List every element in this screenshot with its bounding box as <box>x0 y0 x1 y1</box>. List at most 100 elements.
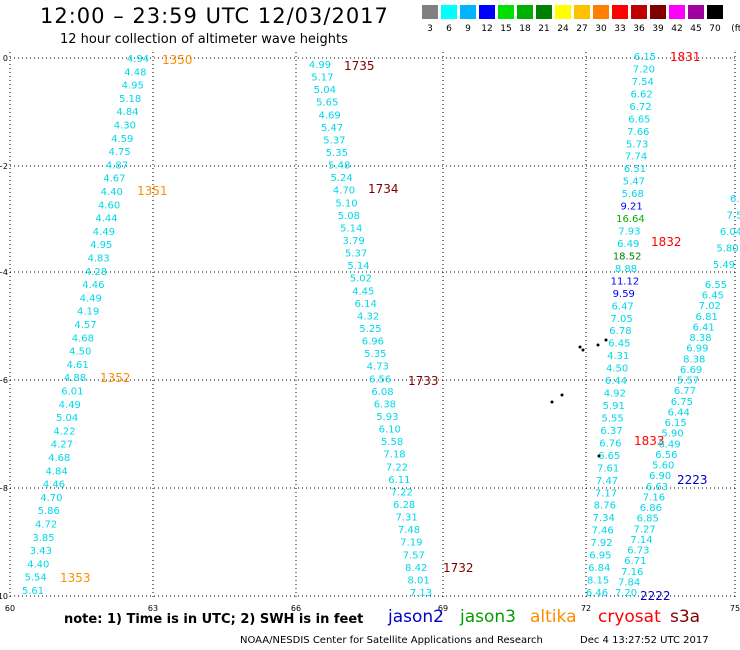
timestamp: Dec 4 13:27:52 UTC 2017 <box>580 635 709 646</box>
wave-height-label: 6.96 <box>362 337 384 348</box>
legend-label: 36 <box>633 24 645 34</box>
wave-height-label: 5.65 <box>316 98 338 109</box>
wave-height-label: 6.73 <box>627 546 649 557</box>
map-title: 12:00 – 23:59 UTC 12/03/2017 <box>40 4 389 28</box>
wave-height-label: 7.27 <box>633 524 655 535</box>
wave-height-label: 6.08 <box>371 387 393 398</box>
wave-height-label: 4.67 <box>103 174 125 185</box>
wave-height-label: 7.93 <box>618 227 640 238</box>
wave-height-label: 6.49 <box>658 439 680 450</box>
island-mark <box>604 338 608 342</box>
wave-height-label: 7.92 <box>590 538 612 549</box>
pass-time-label: 1831 <box>670 50 701 64</box>
legend-swatch <box>631 5 647 19</box>
y-tick-label: −6 <box>0 376 8 385</box>
island-mark <box>560 393 564 397</box>
legend-swatch <box>517 5 533 19</box>
wave-height-label: 7.14 <box>630 535 652 546</box>
wave-height-label: 6.47 <box>612 301 634 312</box>
wave-height-label: 6.81 <box>696 312 718 323</box>
legend-label: 33 <box>614 24 626 34</box>
y-tick-label: −4 <box>0 268 8 277</box>
wave-height-label: 6.69 <box>680 365 702 376</box>
legend-swatch <box>707 5 723 19</box>
wave-height-label: 5.14 <box>347 261 369 272</box>
pass-time-label: 1351 <box>137 184 168 198</box>
legend-swatch <box>650 5 666 19</box>
wave-height-label: 6.71 <box>624 556 646 567</box>
wave-height-label: 7.13 <box>410 588 432 599</box>
wave-height-label: 6.01 <box>61 387 83 398</box>
wave-height-label: 6.99 <box>686 344 708 355</box>
wave-height-label: 8.88 <box>615 264 637 275</box>
legend-swatch <box>536 5 552 19</box>
wave-height-label: 6.95 <box>589 551 611 562</box>
wave-height-label: 4.40 <box>27 559 49 570</box>
legend-label: 24 <box>557 24 569 34</box>
wave-height-label: 7.16 <box>643 492 665 503</box>
wave-height-label: 9.59 <box>613 289 635 300</box>
pass-time-label: 1832 <box>651 235 682 249</box>
wave-height-label: 6.51 <box>624 164 646 175</box>
legend-swatch <box>669 5 685 19</box>
pass-time-label: 1732 <box>443 561 474 575</box>
legend-swatch <box>593 5 609 19</box>
wave-height-label: 6.45 <box>702 291 724 302</box>
wave-height-label: 5.37 <box>345 249 367 260</box>
wave-height-label: 4.95 <box>122 81 144 92</box>
pass-time-label: 2223 <box>677 473 708 487</box>
wave-height-label: 4.68 <box>72 333 94 344</box>
x-tick-label: 63 <box>148 604 158 613</box>
x-tick-label: 60 <box>5 604 15 613</box>
wave-height-label: 4.59 <box>111 134 133 145</box>
wave-height-label: 6.38 <box>374 399 396 410</box>
wave-height-label: 4.22 <box>53 426 75 437</box>
wave-height-label: 8.38 <box>689 333 711 344</box>
wave-height-label: 4.50 <box>606 364 628 375</box>
wave-height-label: 7.22 <box>386 462 408 473</box>
wave-height-label: 5.02 <box>350 274 372 285</box>
wave-height-label: 3.79 <box>343 236 365 247</box>
wave-height-label: 8.76 <box>594 501 616 512</box>
y-tick-label: −2 <box>0 162 8 171</box>
legend-label: 27 <box>576 24 588 34</box>
wave-height-label: 4.49 <box>93 227 115 238</box>
wave-height-label: 7.20 <box>633 64 655 75</box>
wave-height-label: 7.5 <box>727 211 740 222</box>
island-mark <box>597 454 601 458</box>
wave-height-label: 6.86 <box>640 503 662 514</box>
wave-height-label: 4.70 <box>333 186 355 197</box>
wave-height-label: 4.60 <box>98 200 120 211</box>
legend-label: 3 <box>427 24 433 34</box>
satellite-s3a: s3a <box>670 607 701 627</box>
legend-label: 12 <box>481 24 493 34</box>
wave-height-label: 5.58 <box>381 437 403 448</box>
wave-height-label: 4.28 <box>85 267 107 278</box>
legend-label: 18 <box>519 24 531 34</box>
wave-height-label: 6.5 <box>730 194 740 205</box>
wave-height-label: 4.83 <box>87 254 109 265</box>
wave-height-label: 5.24 <box>331 173 353 184</box>
wave-height-label: 4.46 <box>82 280 104 291</box>
wave-height-label: 6.78 <box>609 326 631 337</box>
wave-height-label: 7.66 <box>627 127 649 138</box>
wave-height-label: 5.55 <box>601 413 623 424</box>
wave-height-label: 8.01 <box>407 575 429 586</box>
wave-height-label: 5.90 <box>661 429 683 440</box>
wave-height-label: 4.30 <box>114 121 136 132</box>
x-tick-label: 69 <box>438 604 448 613</box>
wave-height-label: 4.46 <box>43 480 65 491</box>
wave-height-label: 4.45 <box>352 286 374 297</box>
wave-height-label: 3.43 <box>30 546 52 557</box>
wave-height-label: 5.68 <box>622 189 644 200</box>
wave-height-label: 6.37 <box>600 426 622 437</box>
wave-height-label: 5.61 <box>22 586 44 597</box>
legend-label: 70 <box>709 24 721 34</box>
wave-height-label: 7.31 <box>395 513 417 524</box>
y-tick-label: 0 <box>3 54 8 63</box>
legend-label: 9 <box>465 24 471 34</box>
pass-time-label: 1734 <box>368 182 399 196</box>
wave-height-label: 7.84 <box>618 577 640 588</box>
wave-height-label: 7.22 <box>391 487 413 498</box>
wave-height-label: 7.47 <box>596 476 618 487</box>
